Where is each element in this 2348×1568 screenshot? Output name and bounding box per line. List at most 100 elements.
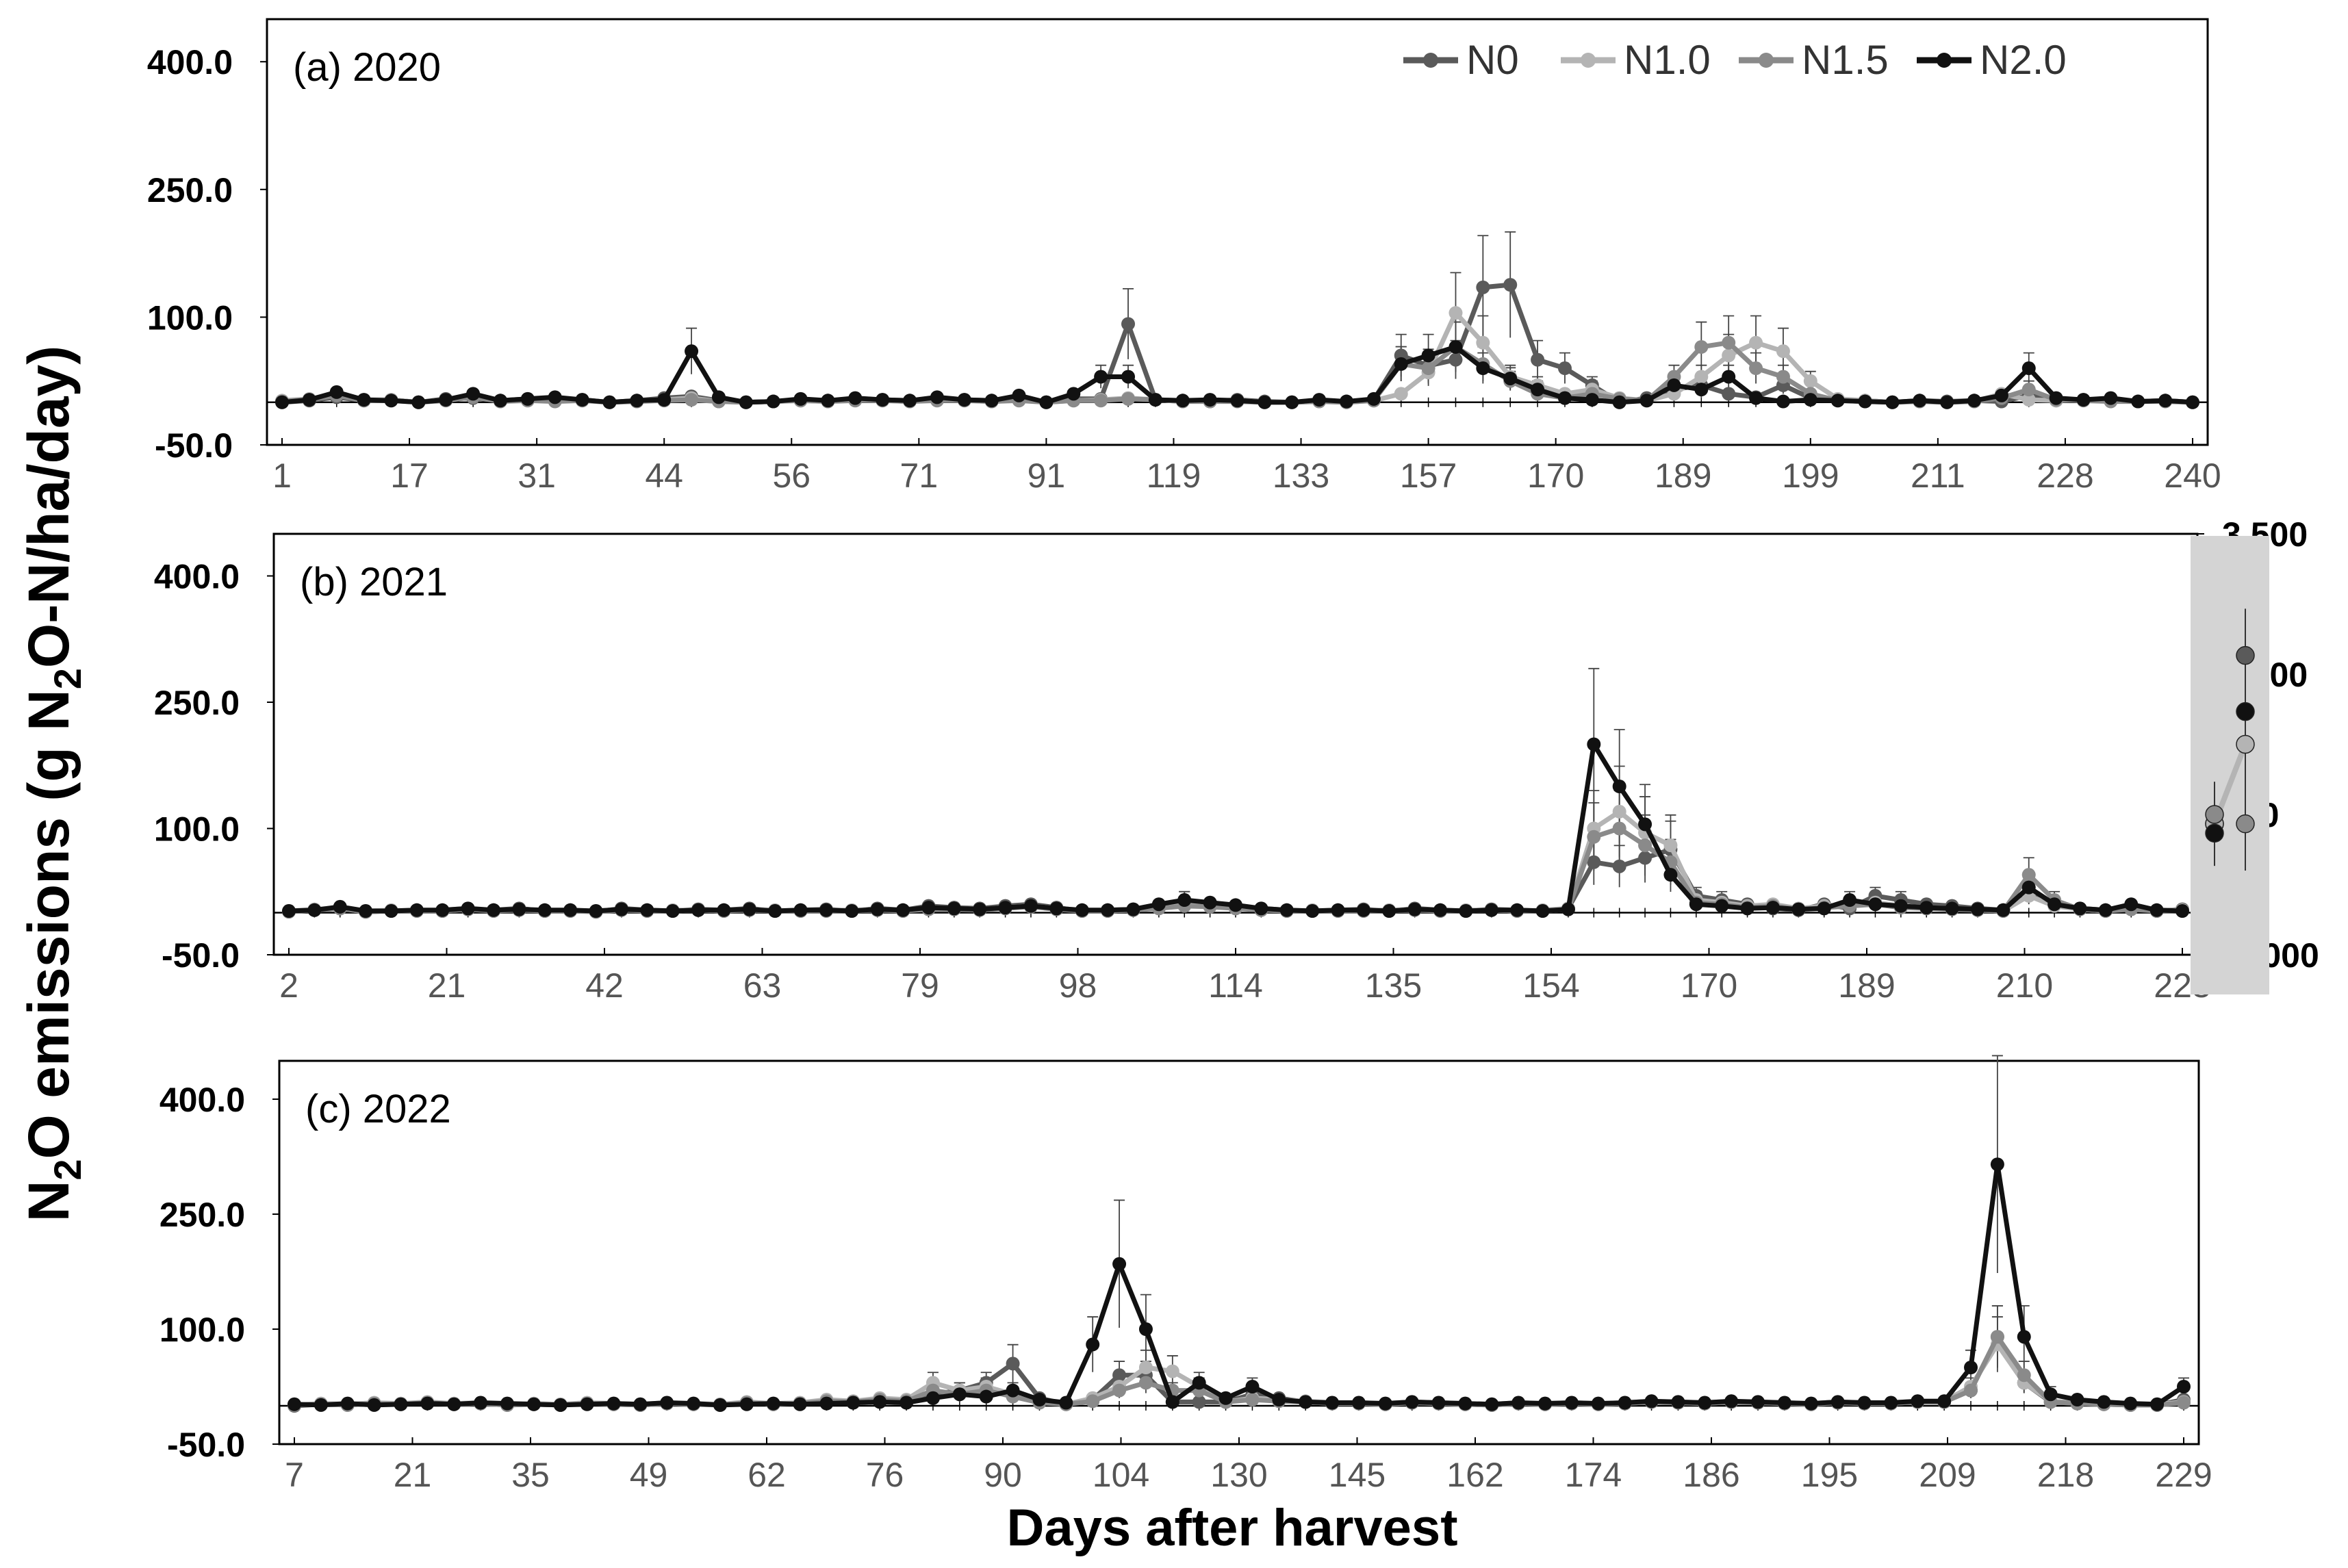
data-point: [1094, 370, 1108, 384]
data-point: [1945, 901, 1959, 916]
data-point: [1279, 903, 1294, 917]
data-point: [1203, 393, 1217, 407]
data-point: [1023, 899, 1038, 913]
data-point: [630, 394, 644, 408]
data-point: [821, 394, 835, 408]
data-point: [2131, 394, 2145, 409]
y-tick-label: -50.0: [167, 1426, 245, 1464]
x-tick-label: 42: [585, 966, 624, 1005]
inset-band: [2191, 536, 2269, 994]
data-point: [1449, 352, 1463, 367]
data-point: [602, 395, 617, 409]
data-point: [1722, 370, 1736, 384]
data-point: [1138, 1376, 1153, 1390]
data-point: [1305, 904, 1320, 918]
data-point: [1272, 1393, 1286, 1407]
y-axis-title: N2O emissions (g N2O-N/ha/day): [16, 346, 89, 1222]
data-point: [1937, 1394, 1952, 1409]
data-point: [435, 903, 450, 917]
data-point: [1911, 1394, 1925, 1409]
data-point: [2104, 391, 2118, 405]
data-point: [1258, 395, 1272, 409]
data-point: [1612, 859, 1626, 873]
x-tick-label: 114: [1208, 966, 1263, 1005]
data-point: [1964, 1361, 1978, 1374]
x-tick-label: 21: [428, 966, 466, 1005]
data-point: [819, 903, 833, 917]
series-line-n2-0: [288, 742, 2183, 914]
data-point: [2043, 1387, 2058, 1402]
data-point: [1919, 901, 1934, 915]
data-point: [1405, 1395, 1419, 1409]
data-point: [1970, 902, 1985, 916]
data-point: [1331, 903, 1345, 917]
data-point: [1503, 278, 1518, 292]
data-point: [1531, 383, 1545, 397]
data-point: [575, 393, 589, 407]
data-point: [845, 904, 859, 918]
data-point: [903, 394, 917, 408]
data-point: [1006, 1383, 1020, 1398]
data-point: [512, 902, 526, 916]
data-point: [876, 393, 890, 407]
data-point: [768, 904, 782, 918]
x-tick-label: 186: [1683, 1456, 1739, 1494]
data-point: [1964, 1383, 1978, 1398]
y-tick-label: -50.0: [162, 936, 240, 975]
legend-label-n0: N0: [1466, 37, 1519, 83]
data-point: [1587, 737, 1601, 751]
data-point: [474, 1396, 488, 1410]
data-point: [2177, 1396, 2191, 1410]
data-point: [1996, 903, 2011, 917]
legend-item-n0: N0: [1403, 37, 1519, 83]
x-tick-label: 63: [743, 966, 782, 1005]
data-point: [1698, 1396, 1712, 1410]
data-point: [1086, 1394, 1100, 1409]
data-point: [1830, 1395, 1845, 1409]
data-point: [1006, 1357, 1020, 1371]
data-point: [711, 390, 726, 404]
data-point: [1121, 317, 1136, 331]
data-point: [1449, 306, 1463, 320]
data-point: [1585, 393, 1599, 407]
data-point: [1994, 388, 2008, 402]
data-point: [2124, 897, 2139, 912]
x-tick-label: 133: [1273, 457, 1329, 495]
data-point: [899, 1396, 914, 1410]
plot-frame: [272, 532, 2199, 956]
x-tick-label: 189: [1838, 966, 1895, 1005]
data-point: [685, 393, 699, 407]
x-tick-label: 145: [1329, 1456, 1386, 1494]
data-point: [2017, 1330, 2031, 1344]
data-point: [1366, 391, 1381, 406]
data-point: [1511, 1396, 1526, 1410]
plot-frame: [278, 1059, 2200, 1445]
inset-point: [2205, 805, 2224, 824]
data-point: [1671, 1395, 1685, 1409]
data-point: [1893, 899, 1908, 913]
x-tick-label: 189: [1655, 457, 1711, 495]
data-point: [1476, 335, 1490, 350]
panel-title: (a) 2020: [293, 45, 441, 90]
data-point: [660, 1396, 674, 1410]
data-point: [998, 901, 1012, 915]
data-point: [1830, 394, 1845, 408]
data-point: [411, 395, 426, 409]
series-line-n0: [281, 282, 2193, 405]
data-point: [1715, 899, 1729, 913]
data-point: [1885, 395, 1900, 409]
x-tick-label: 71: [900, 457, 939, 495]
data-point: [447, 1397, 461, 1411]
x-tick-label: 228: [2037, 457, 2093, 495]
data-point: [1694, 383, 1709, 397]
series-line-n2-0: [294, 1161, 2185, 1408]
data-point: [2047, 897, 2062, 912]
y-tick-label: -50.0: [155, 426, 233, 465]
data-point: [848, 391, 863, 405]
x-tick-label: 44: [645, 457, 683, 495]
y-tick-label: 400.0: [147, 43, 233, 81]
data-point: [1858, 394, 1872, 409]
x-tick-label: 91: [1028, 457, 1066, 495]
data-point: [607, 1396, 621, 1411]
